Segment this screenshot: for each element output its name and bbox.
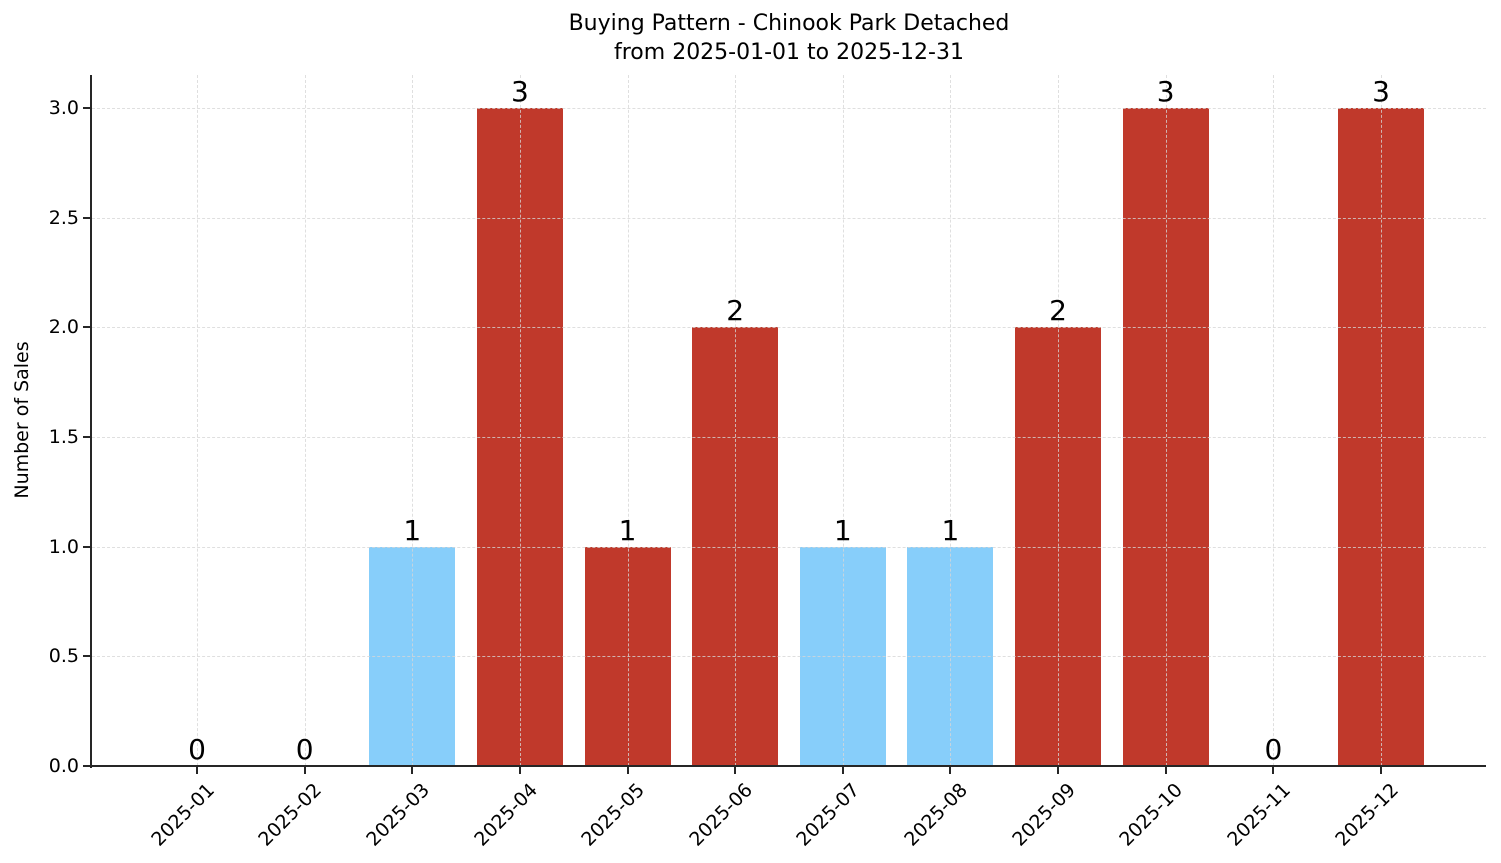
y-gridline xyxy=(92,217,1486,219)
bar-2025-05 xyxy=(584,546,671,766)
y-tick xyxy=(83,545,90,548)
x-gridline xyxy=(1058,75,1060,766)
bar-value-label: 1 xyxy=(941,513,960,547)
x-tick xyxy=(518,767,521,774)
x-tick-label: 2025-01 xyxy=(146,779,219,851)
bar-value-label: 1 xyxy=(403,513,422,547)
x-tick xyxy=(1380,767,1382,774)
x-tick xyxy=(626,767,629,774)
bar-2025-06 xyxy=(692,327,779,766)
x-axis-spine xyxy=(90,765,1486,767)
y-tick-label: 1.0 xyxy=(48,535,79,558)
x-tick xyxy=(303,767,306,774)
bar-value-label: 0 xyxy=(1264,733,1283,766)
bar-value-label: 3 xyxy=(1156,74,1175,108)
x-tick xyxy=(196,767,198,774)
y-tick xyxy=(83,106,90,109)
x-gridline xyxy=(1273,75,1275,766)
y-tick-label: 2.0 xyxy=(48,316,79,339)
x-tick-label: 2025-07 xyxy=(792,779,865,851)
x-tick xyxy=(1272,767,1275,774)
bar-value-label: 1 xyxy=(833,513,852,547)
bar-value-label: 3 xyxy=(1372,74,1390,108)
x-tick-label: 2025-06 xyxy=(685,779,757,851)
x-tick xyxy=(841,767,844,774)
x-tick xyxy=(949,767,952,774)
bar-value-label: 3 xyxy=(510,74,529,108)
y-gridline xyxy=(92,546,1486,548)
chart-title: Buying Pattern - Chinook Park Detached xyxy=(568,11,1010,36)
x-gridline xyxy=(304,75,306,766)
y-tick xyxy=(83,326,90,329)
x-tick-label: 2025-08 xyxy=(900,779,973,851)
chart-title-block: Buying Pattern - Chinook Park Detached f… xyxy=(92,9,1486,67)
bar-2025-03 xyxy=(369,546,456,766)
y-tick-label: 0.5 xyxy=(48,645,79,668)
bar-value-label: 0 xyxy=(295,733,314,766)
y-axis-spine xyxy=(90,75,92,768)
y-gridline xyxy=(92,107,1486,109)
y-gridline xyxy=(92,436,1486,438)
x-tick xyxy=(1164,767,1167,774)
x-gridline xyxy=(197,75,198,766)
bar-value-label: 0 xyxy=(188,733,206,766)
bar-2025-07 xyxy=(799,546,886,766)
bar-2025-08 xyxy=(907,546,994,766)
bar-2025-10 xyxy=(1122,107,1209,766)
x-tick-label: 2025-05 xyxy=(577,779,650,851)
bar-2025-12 xyxy=(1338,107,1424,766)
x-tick xyxy=(1057,767,1060,774)
bar-value-label: 2 xyxy=(1049,294,1067,328)
x-tick-label: 2025-04 xyxy=(469,779,542,851)
x-tick-label: 2025-02 xyxy=(254,779,327,851)
bar-2025-09 xyxy=(1015,327,1102,766)
y-tick xyxy=(83,216,90,219)
y-tick xyxy=(83,765,90,767)
x-gridline xyxy=(842,75,844,766)
x-tick xyxy=(411,767,414,774)
x-gridline xyxy=(519,75,521,766)
x-tick-label: 2025-11 xyxy=(1223,779,1295,851)
x-tick xyxy=(734,767,737,774)
y-gridline xyxy=(92,327,1486,329)
x-gridline xyxy=(735,75,737,766)
bar-value-label: 2 xyxy=(726,294,745,328)
chart-subtitle: from 2025-01-01 to 2025-12-31 xyxy=(614,40,964,65)
x-gridline xyxy=(1165,75,1167,766)
y-axis-label: Number of Sales xyxy=(11,341,33,499)
y-tick-label: 0.0 xyxy=(48,755,79,777)
x-tick-label: 2025-03 xyxy=(362,779,434,851)
x-gridline xyxy=(1381,75,1382,766)
y-gridline xyxy=(92,656,1486,658)
x-gridline xyxy=(412,75,414,766)
bar-2025-04 xyxy=(476,107,563,766)
x-gridline xyxy=(627,75,629,766)
y-tick xyxy=(83,655,90,658)
x-tick-label: 2025-09 xyxy=(1007,779,1080,851)
y-tick-label: 3.0 xyxy=(48,96,79,119)
x-tick-label: 2025-12 xyxy=(1330,779,1403,851)
x-tick-label: 2025-10 xyxy=(1115,779,1188,851)
y-tick-label: 2.5 xyxy=(48,206,79,229)
y-tick xyxy=(83,435,90,438)
x-gridline xyxy=(950,75,952,766)
bar-value-label: 1 xyxy=(618,513,637,547)
